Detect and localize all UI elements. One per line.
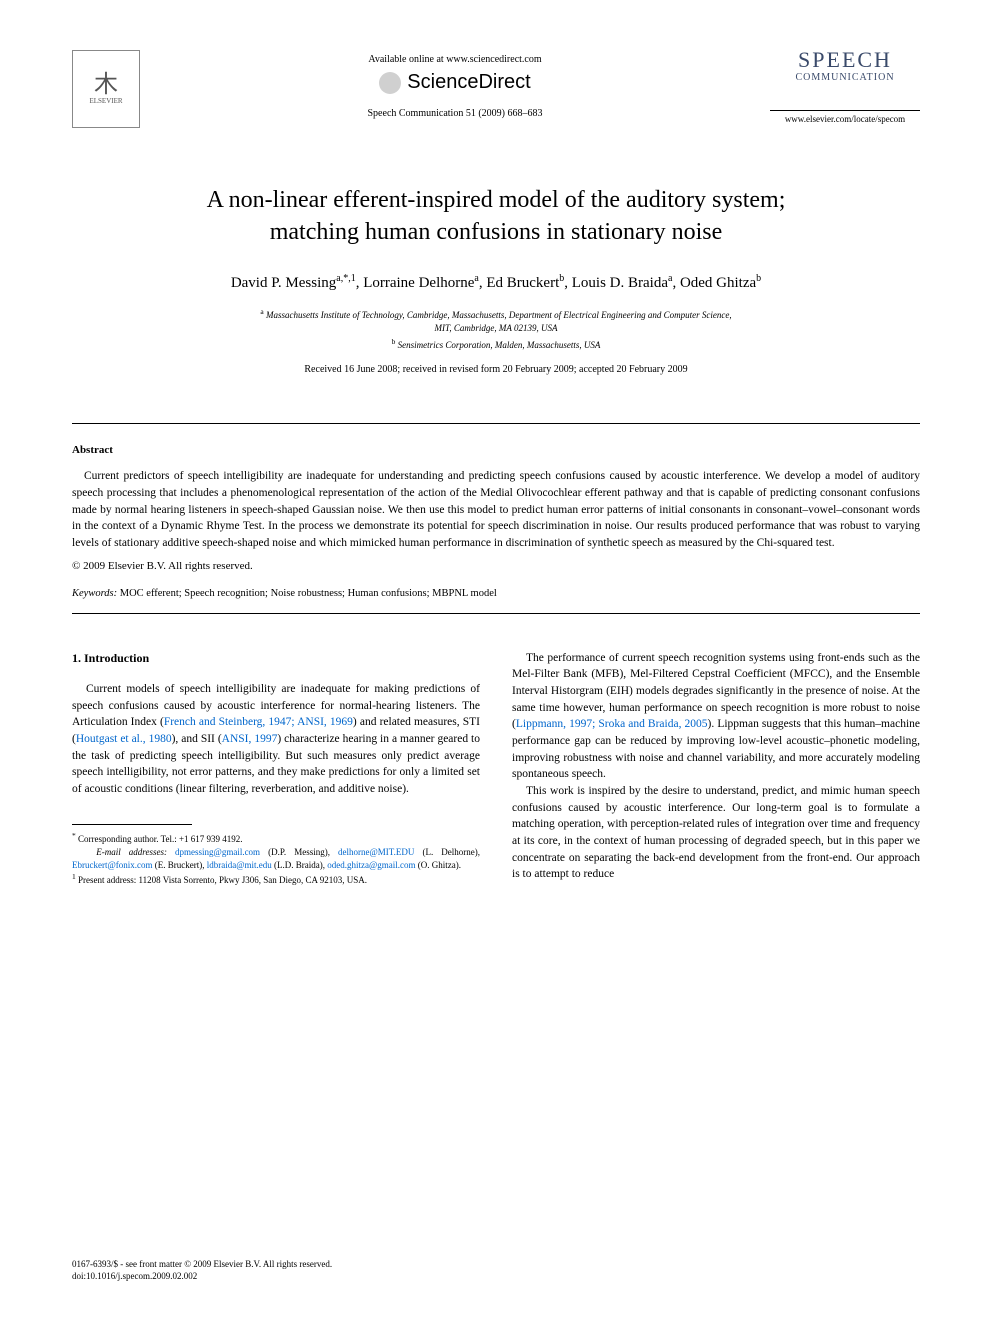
article-dates: Received 16 June 2008; received in revis… [72,364,920,375]
abstract-rule-bottom [72,613,920,614]
corresponding-author: * Corresponding author. Tel.: +1 617 939… [72,831,480,846]
author-3: Louis D. Braida [572,275,668,291]
sciencedirect-brand: ScienceDirect [140,71,770,94]
column-right: The performance of current speech recogn… [512,650,920,887]
author-0-marks: a,*,1 [336,273,355,284]
author-2: Ed Bruckert [486,275,559,291]
author-0: David P. Messing [231,275,336,291]
sciencedirect-label: ScienceDirect [407,71,530,94]
journal-url: www.elsevier.com/locate/specom [770,110,920,124]
present-address: 1 Present address: 11208 Vista Sorrento,… [72,872,480,887]
col1-p1-mid2: ), and SII ( [172,733,222,745]
col2-para2: This work is inspired by the desire to u… [512,783,920,883]
abstract-heading: Abstract [72,444,920,456]
two-column-body: 1. Introduction Current models of speech… [72,650,920,887]
keywords-label: Keywords: [72,588,117,599]
footnotes: * Corresponding author. Tel.: +1 617 939… [72,831,480,887]
publisher-name: ELSEVIER [89,97,122,105]
journal-title-sub: COMMUNICATION [770,73,920,83]
abstract-body: Current predictors of speech intelligibi… [72,468,920,551]
footnote-rule [72,824,192,825]
journal-citation: Speech Communication 51 (2009) 668–683 [140,108,770,119]
email-4[interactable]: oded.ghitza@gmail.com [327,860,415,870]
email-0[interactable]: dpmessing@gmail.com [175,847,260,857]
column-left: 1. Introduction Current models of speech… [72,650,480,887]
email-2[interactable]: Ebruckert@fonix.com [72,860,153,870]
author-4-marks: b [756,273,761,284]
center-header: Available online at www.sciencedirect.co… [140,50,770,119]
keywords-text: MOC efferent; Speech recognition; Noise … [117,588,497,599]
ref-houtgast[interactable]: Houtgast et al., 1980 [76,733,172,745]
ref-ansi-1997[interactable]: ANSI, 1997 [222,733,278,745]
journal-title-main: SPEECH [798,47,892,72]
sciencedirect-icon [379,72,401,94]
affiliation-a-line1: Massachusetts Institute of Technology, C… [266,310,732,320]
ref-lippmann-sroka[interactable]: Lippmann, 1997; Sroka and Braida, 2005 [516,718,708,730]
present-addr-text: Present address: 11208 Vista Sorrento, P… [78,875,367,885]
email-0-who: (D.P. Messing), [260,847,338,857]
author-2-marks: b [559,273,564,284]
email-1[interactable]: delhorne@MIT.EDU [338,847,414,857]
article-title: A non-linear efferent-inspired model of … [72,184,920,249]
email-1-who: (L. Delhorne), [414,847,480,857]
elsevier-tree-icon: ⽊ [94,73,118,97]
section-1-heading: 1. Introduction [72,650,480,667]
author-4: Oded Ghitza [680,275,756,291]
col1-para1: Current models of speech intelligibility… [72,681,480,798]
publisher-logo: ⽊ ELSEVIER [72,50,140,128]
authors-line: David P. Messinga,*,1, Lorraine Delhorne… [72,273,920,292]
corr-label: Corresponding author. Tel.: +1 617 939 4… [78,834,243,844]
affiliations: a Massachusetts Institute of Technology,… [72,306,920,353]
author-3-marks: a [668,273,672,284]
email-4-who: (O. Ghitza). [416,860,461,870]
author-1-marks: a [474,273,478,284]
ref-french-steinberg[interactable]: French and Steinberg, 1947; ANSI, 1969 [164,716,353,728]
email-label: E-mail addresses: [96,847,167,857]
article-title-line1: A non-linear efferent-inspired model of … [207,187,786,213]
email-addresses: E-mail addresses: dpmessing@gmail.com (D… [72,846,480,872]
abstract-copyright: © 2009 Elsevier B.V. All rights reserved… [72,560,920,572]
email-3[interactable]: ldbraida@mit.edu [207,860,272,870]
journal-box: SPEECH COMMUNICATION www.elsevier.com/lo… [770,50,920,124]
available-online-text: Available online at www.sciencedirect.co… [140,54,770,65]
footer-line1: 0167-6393/$ - see front matter © 2009 El… [72,1258,332,1271]
col2-para1: The performance of current speech recogn… [512,650,920,783]
email-3-who: (L.D. Braida), [272,860,327,870]
email-2-who: (E. Bruckert), [153,860,207,870]
keywords-line: Keywords: MOC efferent; Speech recogniti… [72,588,920,599]
footer-line2: doi:10.1016/j.specom.2009.02.002 [72,1270,332,1283]
journal-title: SPEECH COMMUNICATION [770,50,920,82]
affiliation-b: Sensimetrics Corporation, Malden, Massac… [398,340,601,350]
header-row: ⽊ ELSEVIER Available online at www.scien… [72,50,920,128]
abstract-text: Current predictors of speech intelligibi… [72,468,920,551]
abstract-rule-top [72,423,920,424]
affiliation-a-line2: MIT, Cambridge, MA 02139, USA [435,323,558,333]
author-1: Lorraine Delhorne [363,275,474,291]
page-footer: 0167-6393/$ - see front matter © 2009 El… [72,1258,332,1283]
article-title-line2: matching human confusions in stationary … [270,219,723,245]
